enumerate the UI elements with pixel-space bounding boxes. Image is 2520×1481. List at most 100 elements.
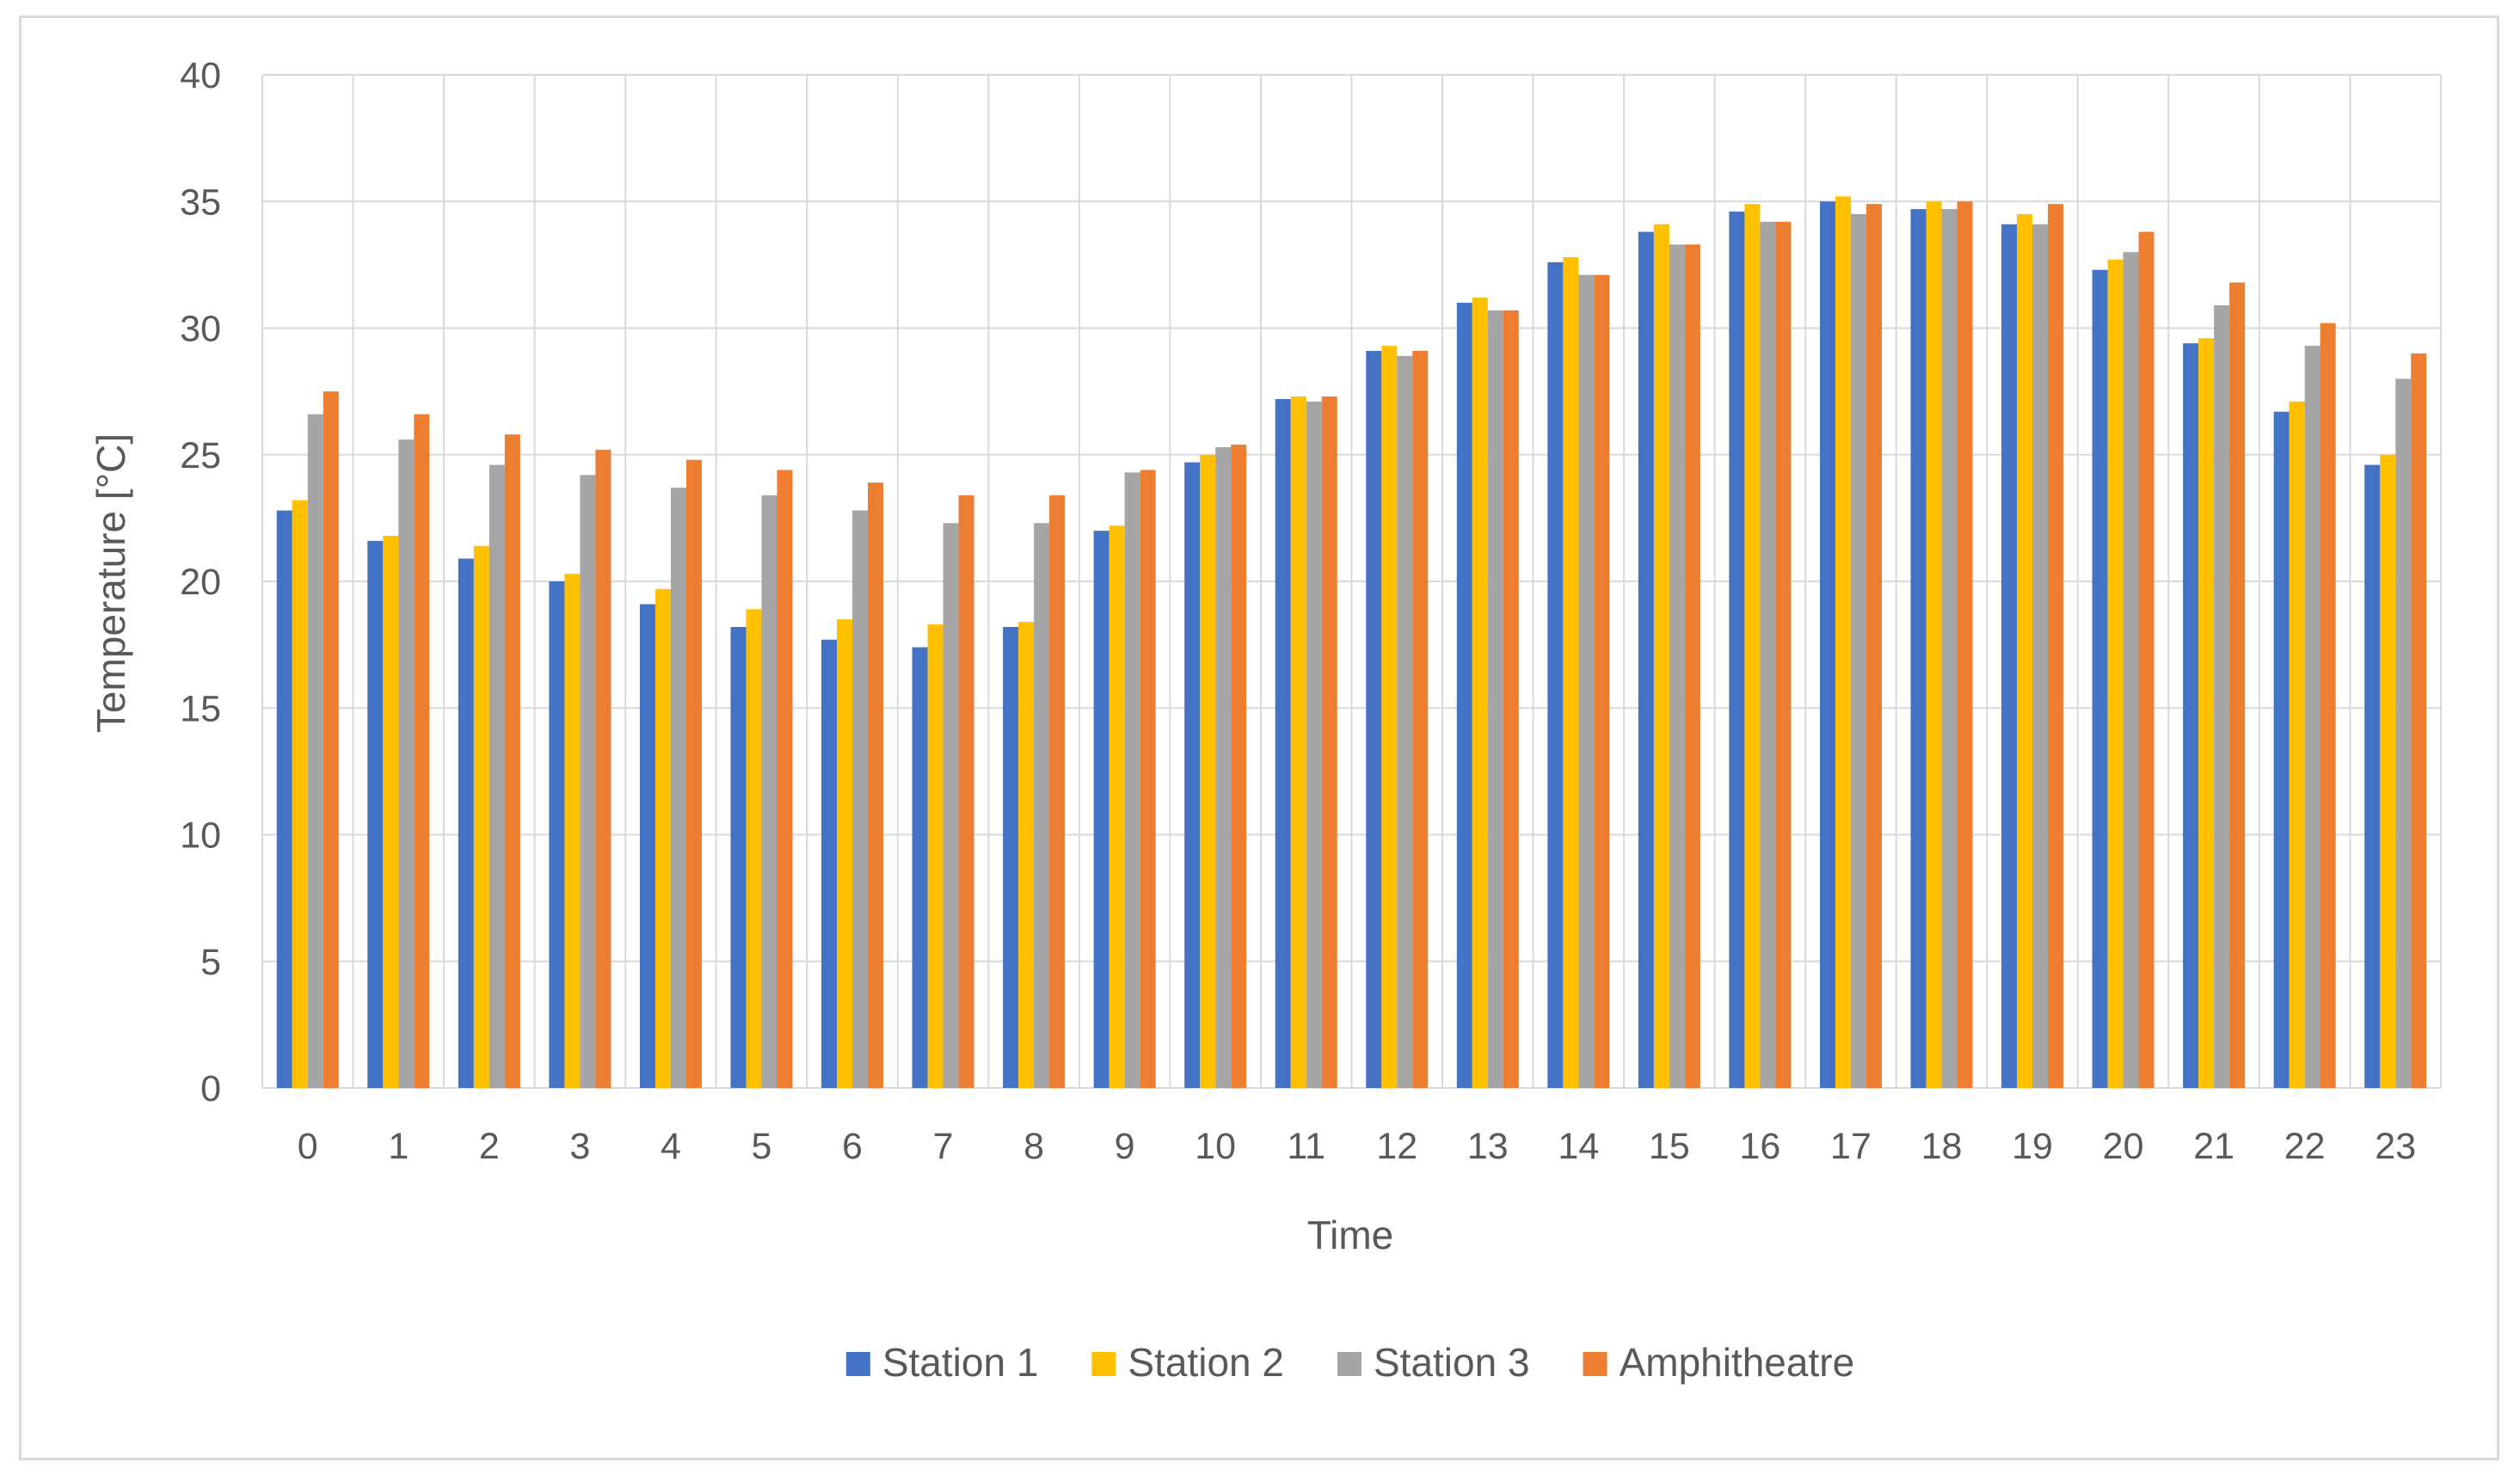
legend-swatch-amphitheatre <box>1583 1352 1607 1376</box>
bar-station-2-t13 <box>1472 298 1488 1088</box>
bar-station-2-t12 <box>1381 346 1398 1088</box>
bar-amphitheatre-t6 <box>868 482 884 1088</box>
bar-amphitheatre-t1 <box>414 414 430 1088</box>
bar-station-3-t5 <box>761 495 778 1088</box>
x-tick-label: 5 <box>752 1126 772 1167</box>
x-tick-label: 7 <box>933 1126 954 1167</box>
bar-station-3-t0 <box>307 414 323 1088</box>
bar-station-3-t10 <box>1215 446 1232 1088</box>
bar-amphitheatre-t22 <box>2320 323 2336 1088</box>
x-tick-label: 10 <box>1195 1126 1236 1167</box>
legend-label: Station 1 <box>882 1340 1039 1385</box>
x-tick-label: 22 <box>2284 1126 2326 1167</box>
bar-station-3-t23 <box>2395 378 2412 1088</box>
bar-amphitheatre-t18 <box>1957 201 1973 1088</box>
bar-station-2-t5 <box>746 609 762 1088</box>
bar-station-1-t22 <box>2273 411 2290 1088</box>
bar-station-1-t11 <box>1275 398 1291 1089</box>
x-axis-ticks: 0 1 2 3 4 5 6 7 8 9 10 11 12 13 14 15 16 17 18 19 20 21 22 23 <box>298 1126 2416 1167</box>
bar-station-1-t0 <box>276 510 292 1088</box>
bar-amphitheatre-t23 <box>2411 353 2427 1088</box>
bar-station-2-t1 <box>383 535 399 1088</box>
y-tick-label: 15 <box>180 688 221 729</box>
bar-amphitheatre-t5 <box>777 470 793 1088</box>
bar-station-3-t1 <box>398 439 415 1089</box>
x-tick-label: 1 <box>388 1126 409 1167</box>
x-tick-label: 20 <box>2103 1126 2144 1167</box>
bar-station-3-t7 <box>943 523 959 1088</box>
bar-station-3-t11 <box>1306 401 1322 1088</box>
bar-station-2-t4 <box>655 588 671 1088</box>
bar-station-1-t16 <box>1729 212 1745 1088</box>
bar-station-2-t17 <box>1835 196 1851 1089</box>
x-tick-label: 4 <box>661 1126 681 1167</box>
bar-amphitheatre-t11 <box>1321 396 1337 1088</box>
bar-station-2-t22 <box>2289 401 2305 1088</box>
bar-station-2-t11 <box>1290 396 1306 1088</box>
bar-amphitheatre-t14 <box>1594 274 1610 1088</box>
bar-amphitheatre-t10 <box>1231 444 1247 1088</box>
bar-station-2-t16 <box>1744 204 1761 1088</box>
x-tick-label: 11 <box>1287 1126 1325 1167</box>
y-tick-label: 35 <box>180 181 221 223</box>
bar-amphitheatre-t16 <box>1775 221 1792 1088</box>
bars <box>276 196 2427 1089</box>
bar-station-1-t8 <box>1003 627 1019 1088</box>
bar-station-2-t23 <box>2380 454 2396 1088</box>
bar-amphitheatre-t15 <box>1684 244 1700 1088</box>
bar-amphitheatre-t13 <box>1503 310 1519 1088</box>
x-tick-label: 14 <box>1558 1126 1599 1167</box>
bar-amphitheatre-t3 <box>595 449 612 1088</box>
bar-amphitheatre-t9 <box>1140 470 1156 1088</box>
bar-station-3-t2 <box>489 464 505 1088</box>
bar-station-3-t20 <box>2123 252 2139 1088</box>
legend-label: Station 2 <box>1128 1340 1284 1385</box>
bar-station-1-t5 <box>730 627 747 1088</box>
gridlines <box>261 74 2442 1089</box>
bar-station-2-t2 <box>473 545 489 1088</box>
y-tick-label: 25 <box>180 435 221 476</box>
bar-station-2-t19 <box>2017 213 2033 1089</box>
bar-station-3-t19 <box>2032 224 2049 1088</box>
bar-station-1-t12 <box>1366 351 1382 1088</box>
bar-station-2-t6 <box>837 619 853 1088</box>
bar-station-2-t14 <box>1563 257 1579 1088</box>
x-tick-label: 6 <box>842 1126 863 1167</box>
x-tick-label: 13 <box>1467 1126 1509 1167</box>
y-tick-label: 40 <box>180 55 221 96</box>
bar-station-3-t18 <box>1941 209 1958 1088</box>
bar-station-3-t9 <box>1124 472 1140 1088</box>
legend: Station 1 Station 2 Station 3 Amphitheatre <box>845 1340 1854 1385</box>
bar-station-1-t21 <box>2183 343 2199 1088</box>
y-tick-label: 10 <box>180 815 221 857</box>
y-tick-label: 5 <box>200 942 221 983</box>
bar-station-1-t1 <box>367 540 384 1088</box>
bar-station-3-t12 <box>1397 355 1413 1088</box>
x-tick-label: 2 <box>479 1126 500 1167</box>
bar-station-1-t7 <box>912 647 928 1088</box>
y-tick-label: 0 <box>200 1068 221 1109</box>
x-tick-label: 16 <box>1740 1126 1781 1167</box>
bar-station-3-t15 <box>1669 244 1685 1088</box>
bar-station-1-t4 <box>639 604 655 1088</box>
bar-station-1-t23 <box>2364 464 2381 1088</box>
bar-station-2-t10 <box>1200 454 1216 1088</box>
legend-swatch-station-1 <box>845 1352 870 1376</box>
bar-station-1-t9 <box>1093 531 1109 1088</box>
x-tick-label: 15 <box>1649 1126 1690 1167</box>
bar-amphitheatre-t19 <box>2048 204 2064 1088</box>
bar-station-3-t14 <box>1578 274 1595 1088</box>
bar-amphitheatre-t12 <box>1412 351 1429 1088</box>
bar-station-2-t7 <box>927 624 943 1088</box>
bar-station-2-t8 <box>1018 622 1035 1088</box>
bar-station-1-t17 <box>1819 201 1835 1088</box>
bar-amphitheatre-t7 <box>958 495 974 1088</box>
chart-frame <box>19 15 2499 1460</box>
y-axis-ticks: 0 5 10 15 20 25 30 35 40 <box>180 55 221 1109</box>
legend-label: Station 3 <box>1374 1340 1530 1385</box>
bar-station-1-t14 <box>1547 261 1564 1088</box>
bar-station-3-t6 <box>852 510 869 1088</box>
bar-station-2-t3 <box>564 574 581 1088</box>
bar-station-1-t3 <box>549 581 565 1088</box>
